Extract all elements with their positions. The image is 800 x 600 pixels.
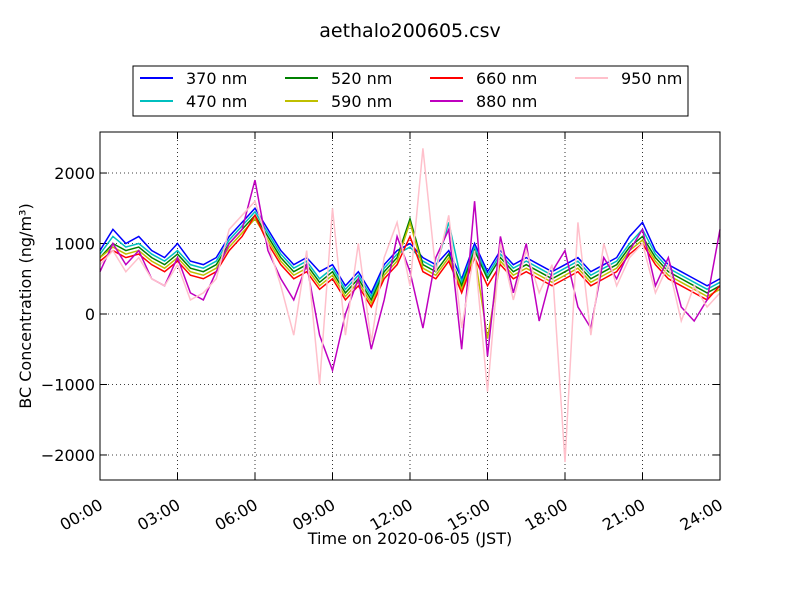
legend-label: 880 nm	[476, 92, 537, 111]
y-tick-label: −1000	[41, 375, 95, 394]
y-tick-label: 1000	[54, 235, 95, 254]
plot-frame	[99, 131, 721, 481]
series-line	[99, 217, 721, 339]
x-tick-label: 24:00	[677, 495, 726, 535]
legend-label: 520 nm	[331, 69, 392, 88]
x-tick-label: 06:00	[212, 495, 261, 535]
series-line	[99, 179, 721, 374]
y-tick-label: 0	[85, 305, 95, 324]
x-axis-label: Time on 2020-06-05 (JST)	[307, 529, 512, 548]
legend-label: 950 nm	[621, 69, 682, 88]
series-line	[99, 213, 721, 309]
x-tick-label: 00:00	[57, 495, 106, 535]
series-line	[99, 148, 721, 463]
series-line	[99, 207, 721, 295]
legend-box	[132, 65, 689, 117]
y-tick-label: −2000	[41, 446, 95, 465]
y-axis-label: BC Concentration (ng/m³)	[16, 203, 35, 408]
x-tick-label: 21:00	[599, 495, 648, 535]
legend-label: 370 nm	[186, 69, 247, 88]
series-line	[99, 210, 721, 298]
chart-title: aethalo200605.csv	[319, 20, 501, 42]
legend-label: 470 nm	[186, 92, 247, 111]
series-line	[99, 214, 721, 302]
x-tick-label: 03:00	[134, 495, 183, 535]
y-tick-label: 2000	[54, 164, 95, 183]
legend-label: 590 nm	[331, 92, 392, 111]
legend-label: 660 nm	[476, 69, 537, 88]
x-tick-label: 18:00	[522, 495, 571, 535]
